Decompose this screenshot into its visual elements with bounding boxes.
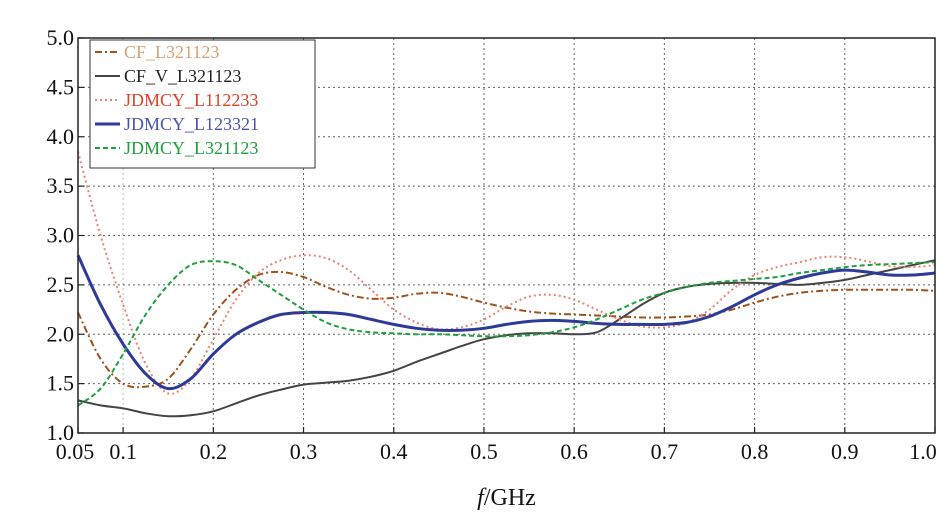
series-layer [76, 151, 936, 418]
x-tick-label: 1.0 [909, 439, 937, 464]
series-line-jdmcy-l112233 [77, 151, 936, 395]
y-tick-label: 4.0 [47, 124, 75, 149]
legend-label: CF_L321123 [124, 42, 219, 62]
legend-label: JDMCY_L321123 [124, 138, 258, 158]
legend-label: JDMCY_L112233 [124, 90, 258, 110]
y-tick-label: 5.0 [47, 25, 75, 50]
x-tick-labels: 0.05 0.1 0.2 0.3 0.4 0.5 0.6 0.7 0.8 0.9 1.0 [56, 439, 937, 464]
x-axis-unit: /GHz [484, 485, 536, 511]
y-tick-label: 1.0 [47, 420, 75, 445]
series-line-jdmcy-l321123 [77, 260, 936, 407]
x-tick-label: 0.1 [109, 439, 137, 464]
legend-label: CF_V_L321123 [124, 66, 241, 86]
series-line-jdmcy-l123321 [76, 254, 936, 391]
tick-marks [77, 37, 936, 434]
x-tick-label: 0.4 [380, 439, 408, 464]
y-tick-label: 2.5 [47, 272, 75, 297]
x-tick-label: 0.05 [56, 439, 95, 464]
y-tick-label: 1.5 [47, 371, 75, 396]
y-tick-label: 2.0 [47, 321, 75, 346]
series-line-cf-l321123 [77, 270, 936, 389]
x-tick-label: 0.2 [200, 439, 228, 464]
y-tick-labels: 1.0 1.5 2.0 2.5 3.0 3.5 4.0 4.5 5.0 [47, 25, 75, 445]
x-tick-label: 0.7 [651, 439, 679, 464]
legend-label: JDMCY_L123321 [124, 114, 259, 134]
x-tick-label: 0.8 [741, 439, 769, 464]
x-tick-label: 0.5 [470, 439, 498, 464]
y-tick-label: 3.0 [47, 223, 75, 248]
legend-box [89, 39, 316, 169]
y-tick-label: 3.5 [47, 173, 75, 198]
x-tick-label: 0.9 [831, 439, 859, 464]
x-axis-variable: f [477, 485, 487, 511]
y-tick-label: 4.5 [47, 74, 75, 99]
series-line-cf-v-l321123 [77, 259, 936, 418]
x-axis-title: f/GHz [477, 485, 536, 511]
x-tick-label: 0.6 [560, 439, 588, 464]
x-tick-label: 0.3 [290, 439, 318, 464]
legend: CF_L321123 CF_V_L321123 JDMCY_L112233 JDMCY… [89, 39, 316, 169]
